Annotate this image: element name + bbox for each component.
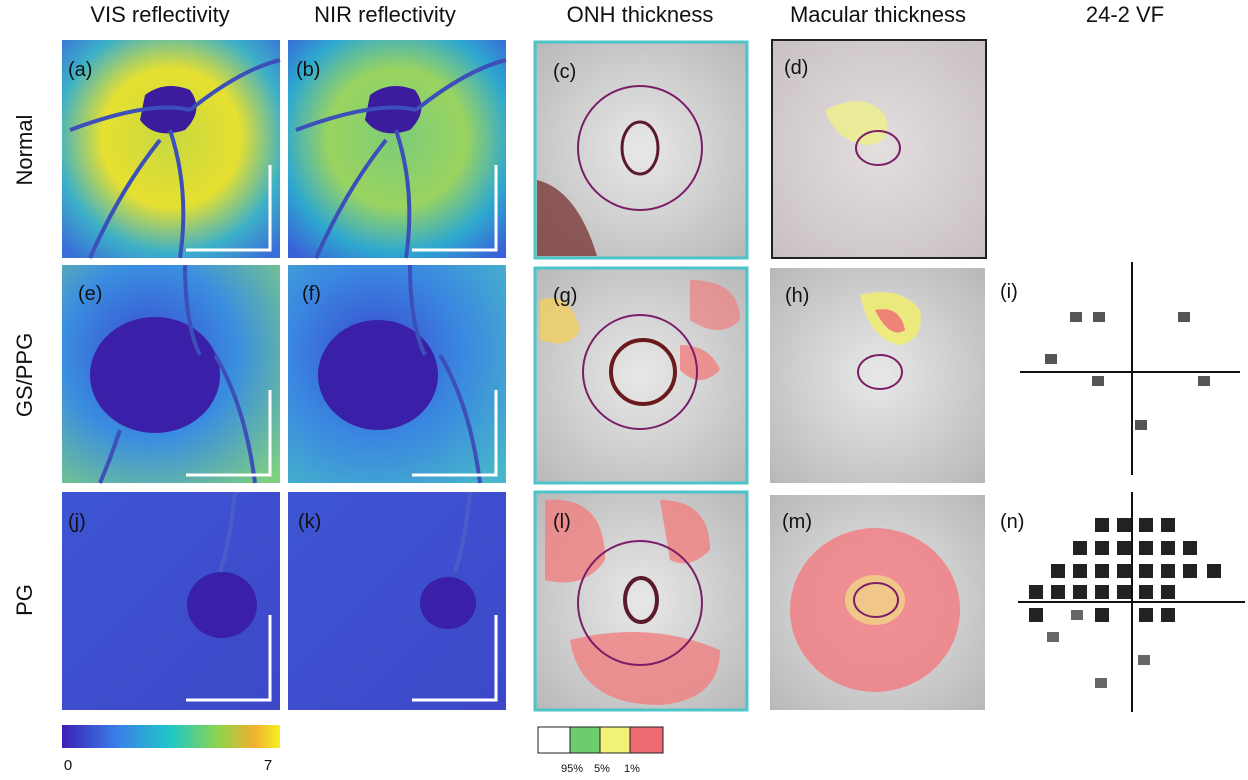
panel-label: (d) (784, 57, 808, 79)
legend-label: 5% (594, 763, 610, 775)
legend (538, 727, 663, 753)
panel-image (288, 40, 506, 258)
panel-label: (b) (296, 59, 320, 81)
column-header: VIS reflectivity (90, 2, 229, 27)
column-header: Macular thickness (790, 2, 966, 27)
panel-image (1018, 492, 1245, 712)
panel-label: (g) (553, 285, 577, 307)
panel-label: (c) (553, 61, 576, 83)
colorbar-label: 7 (264, 757, 272, 774)
panel-label: (j) (68, 511, 86, 533)
panel-image (62, 492, 280, 710)
panel-label: (h) (785, 285, 809, 307)
panel-label: (i) (1000, 281, 1018, 303)
row-label: GS/PPG (12, 333, 37, 417)
panel-label: (n) (1000, 511, 1024, 533)
panel-image (62, 40, 280, 258)
legend-label: 1% (624, 763, 640, 775)
panel-label: (e) (78, 283, 102, 305)
panel-label: (a) (68, 59, 92, 81)
legend-label: 95% (561, 763, 583, 775)
column-header: ONH thickness (567, 2, 714, 27)
column-header: 24-2 VF (1086, 2, 1164, 27)
row-label: PG (12, 584, 37, 616)
colorbar-label: 0 (64, 757, 72, 774)
panel-label: (f) (302, 283, 321, 305)
row-label: Normal (12, 115, 37, 186)
figure: VIS reflectivity NIR reflectivity ONH th… (0, 0, 1248, 780)
column-header: NIR reflectivity (314, 2, 456, 27)
colorbar (62, 725, 280, 748)
panel-image (1020, 262, 1240, 475)
panel-label: (l) (553, 511, 571, 533)
panel-label: (k) (298, 511, 321, 533)
panel-label: (m) (782, 511, 812, 533)
